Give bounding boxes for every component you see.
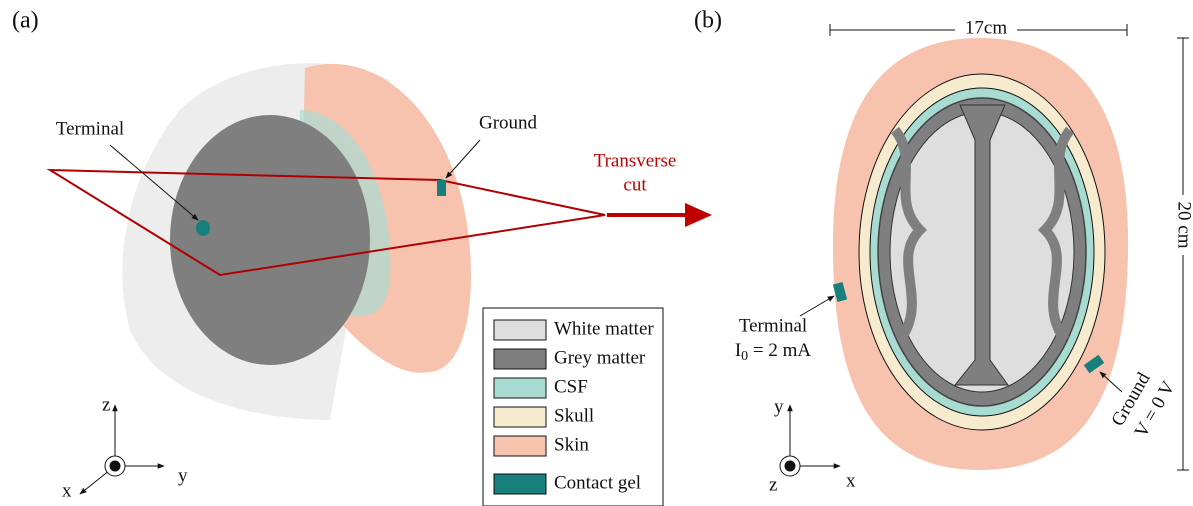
legend-label: CSF (554, 376, 588, 397)
panel-label: (b) (694, 8, 722, 34)
legend-label: Grey matter (554, 347, 646, 368)
legend-label: Skin (554, 434, 589, 455)
ground-arrow (446, 140, 480, 178)
legend-label: Skull (554, 405, 594, 426)
legend-swatch (494, 436, 546, 456)
legend-swatch (494, 474, 546, 494)
legend-swatch (494, 378, 546, 398)
legend-swatch (494, 349, 546, 369)
terminal-label: Terminal (56, 118, 124, 139)
legend-swatch (494, 407, 546, 427)
cut-label: Transverse (594, 150, 677, 171)
axis-label: y (178, 465, 188, 486)
cut-arrowhead (685, 203, 712, 227)
legend: White matter Grey matter CSF Skull Skin Conta… (483, 308, 663, 506)
brain (170, 115, 370, 365)
axis-label: z (769, 474, 777, 495)
axes-b (780, 405, 840, 476)
axis-label: z (102, 394, 110, 415)
terminal-current: I0 = 2 mA (735, 340, 812, 364)
axes-a (80, 405, 164, 494)
legend-label: Contact gel (554, 472, 641, 493)
axis-label: x (62, 480, 72, 501)
width-label: 17cm (965, 17, 1007, 38)
legend-swatch (494, 320, 546, 340)
cut-label: cut (623, 174, 647, 195)
axis-label: x (846, 470, 856, 491)
axis-label: y (774, 396, 784, 417)
terminal-electrode (196, 220, 210, 236)
terminal-arrow (800, 296, 834, 316)
ground-label: Ground (479, 112, 538, 133)
legend-label: White matter (554, 318, 654, 339)
panel-label: (a) (12, 8, 39, 34)
terminal-label: Terminal (739, 315, 807, 336)
ground-electrode (437, 180, 446, 196)
height-label: 20 cm (1174, 202, 1193, 249)
figure: (a) Terminal Ground Transverse cut White… (0, 0, 1193, 506)
